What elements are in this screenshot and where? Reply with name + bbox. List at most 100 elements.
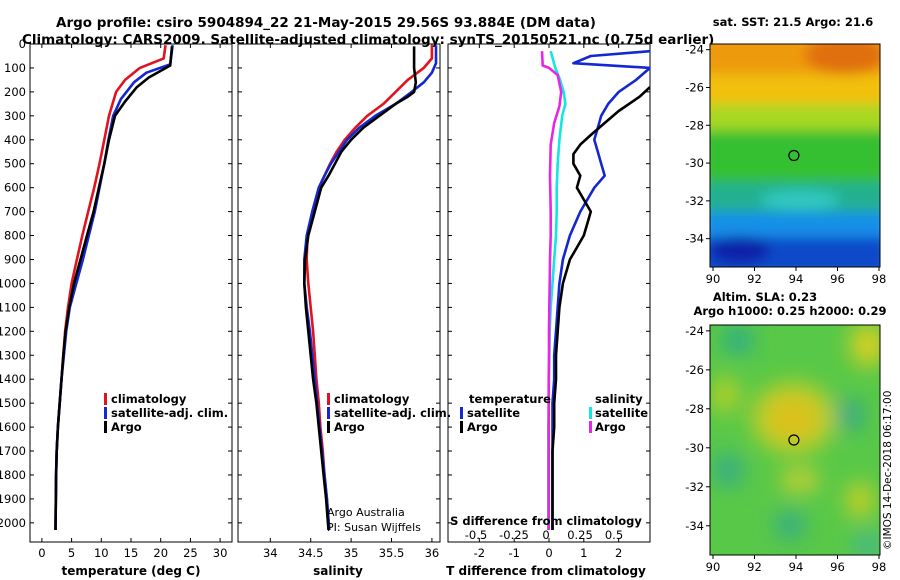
depth-tick-label: 800 — [4, 229, 26, 243]
legend-satellite: satellite-adj. clim. — [111, 406, 228, 420]
salinity-xlabel: salinity — [313, 564, 363, 578]
depth-tick-label: 1200 — [0, 324, 26, 338]
sla-yellow-ne — [850, 325, 880, 367]
sla-yellow-se — [846, 482, 874, 518]
sla-map-title-1: Altim. SLA: 0.23 — [713, 290, 817, 304]
x-tick-label: -2 — [474, 546, 485, 560]
depth-tick-label: 1500 — [0, 396, 26, 410]
map-x-tick-label: 90 — [706, 272, 721, 286]
x-axes: 0 5 10 15 20 25 30 34 34.5 35 35.5 36 -2 -1 0 1 2 — [38, 44, 622, 560]
map-y-tick-label: -28 — [685, 118, 704, 132]
legend-s-satellite-swatch — [589, 407, 592, 419]
legend-argo-swatch — [104, 421, 107, 433]
legend-t-argo-swatch — [460, 421, 463, 433]
x-tick-label: 34 — [263, 546, 278, 560]
map-y-tick-label: -30 — [685, 441, 704, 455]
map-x-tick-label: 94 — [789, 560, 804, 574]
depth-tick-label: 700 — [4, 205, 26, 219]
difference-plot — [540, 49, 650, 530]
series-argo — [302, 46, 418, 531]
legend-climatology: climatology — [334, 392, 410, 406]
sst-map-title: sat. SST: 21.5 Argo: 21.6 — [713, 15, 873, 29]
depth-axis: 0 100 200 300 400 500 600 700 800 900 1000 1100 1200… — [0, 37, 650, 530]
sla-low-e — [836, 399, 864, 431]
series-t-satellite — [551, 49, 650, 530]
map-y-tick-label: -34 — [685, 232, 704, 246]
legend-header-salinity: salinity — [595, 392, 643, 406]
sst-cool-patch — [710, 236, 770, 264]
credit-line-2: PI: Susan Wijffels — [327, 521, 421, 534]
sla-low-se — [856, 533, 880, 555]
legend-argo-swatch — [327, 421, 330, 433]
salinity-plot — [302, 45, 438, 531]
series-climatology — [305, 45, 434, 531]
map-y-tick-label: -32 — [685, 480, 704, 494]
map-x-tick-label: 90 — [706, 560, 721, 574]
sst-cyan-patch — [760, 190, 840, 210]
x-tick-label: 20 — [153, 546, 168, 560]
depth-tick-label: 1900 — [0, 492, 26, 506]
sst-band-3 — [710, 104, 880, 130]
depth-tick-label: 600 — [4, 181, 26, 195]
legend-climatology-swatch — [104, 393, 107, 405]
map-y-tick-label: -24 — [685, 324, 704, 338]
sst-map-axes: 90 92 94 96 98 -24 -26 -28 -30 -32 -34 — [685, 43, 886, 286]
imos-stamp: ©IMOS 14-Dec-2018 06:17:00 — [882, 391, 894, 550]
x-tick-label: 25 — [183, 546, 198, 560]
map-x-tick-label: 94 — [789, 272, 804, 286]
x-tick-label: 36 — [425, 546, 440, 560]
s-tick-label: 0.5 — [605, 528, 623, 542]
salinity-legend: climatology satellite-adj. clim. Argo — [327, 392, 451, 434]
s-tick-label: 0 — [542, 528, 549, 542]
sla-map-frame — [709, 324, 881, 556]
depth-tick-label: 300 — [4, 109, 26, 123]
legend-s-argo-swatch — [589, 421, 592, 433]
sla-high-ring — [751, 382, 835, 454]
legend-t-satellite-swatch — [460, 407, 463, 419]
depth-tick-label: 900 — [4, 253, 26, 267]
sst-band-6 — [710, 212, 880, 237]
legend-climatology-swatch — [327, 393, 330, 405]
map-y-tick-label: -26 — [685, 363, 704, 377]
sla-low-nw — [724, 326, 752, 354]
map-y-tick-label: -26 — [685, 81, 704, 95]
sst-map-frame — [709, 43, 881, 268]
temperature-legend: climatology satellite-adj. clim. Argo — [104, 392, 228, 434]
map-x-tick-label: 92 — [747, 560, 762, 574]
x-tick-label: 15 — [124, 546, 139, 560]
legend-argo: Argo — [334, 420, 365, 434]
legend-satellite-swatch — [104, 407, 107, 419]
salinity-panel — [237, 43, 441, 543]
series-t-argo — [551, 86, 650, 530]
x-tick-label: 10 — [94, 546, 109, 560]
sla-argo-position-marker — [788, 434, 800, 446]
legend-satellite-swatch — [327, 407, 330, 419]
depth-tick-label: 1600 — [0, 420, 26, 434]
difference-legend: temperature salinity satellite Argo sate… — [460, 392, 648, 434]
depth-tick-label: 1800 — [0, 468, 26, 482]
depth-tick-label: 1100 — [0, 300, 26, 314]
depth-tick-label: 1300 — [0, 348, 26, 362]
legend-t-satellite: satellite — [467, 406, 520, 420]
x-tick-label: 35.5 — [379, 546, 405, 560]
s-difference-ticks: -0.5 -0.25 0 0.25 0.5 — [465, 528, 623, 542]
map-y-tick-label: -32 — [685, 194, 704, 208]
map-x-tick-label: 98 — [872, 272, 887, 286]
legend-t-argo: Argo — [467, 420, 498, 434]
map-x-tick-label: 92 — [747, 272, 762, 286]
s-tick-label: 0.25 — [567, 528, 593, 542]
sst-argo-position-marker — [788, 149, 800, 162]
x-tick-label: 5 — [68, 546, 75, 560]
credit-line-1: Argo Australia — [327, 506, 405, 519]
map-x-tick-label: 98 — [872, 560, 887, 574]
depth-tick-label: 0 — [19, 37, 26, 51]
temperature-plot — [54, 45, 174, 531]
x-tick-label: 0 — [38, 546, 45, 560]
s-tick-label: -0.5 — [465, 528, 487, 542]
x-tick-label: 35 — [344, 546, 359, 560]
depth-tick-label: 1000 — [0, 276, 26, 290]
title-line-1: Argo profile: csiro 5904894_22 21-May-20… — [56, 15, 596, 31]
depth-tick-label: 400 — [4, 133, 26, 147]
legend-argo: Argo — [111, 420, 142, 434]
